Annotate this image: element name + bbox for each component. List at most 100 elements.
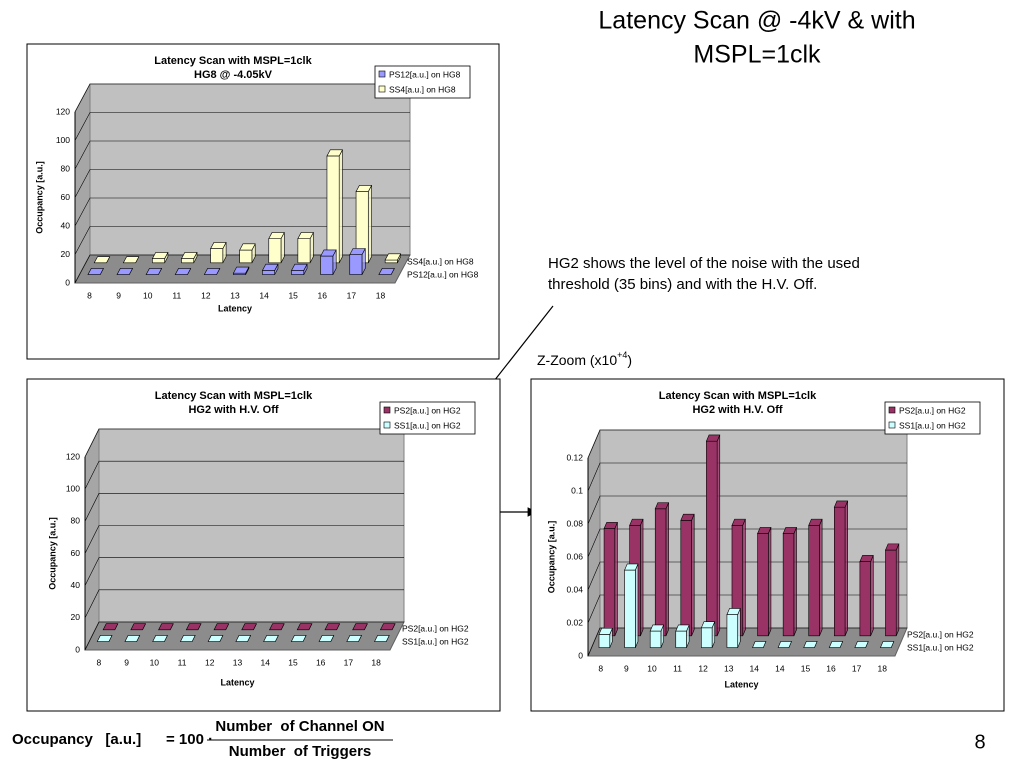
x-tick-label: 12 [698,663,708,673]
x-tick-label: 13 [230,290,240,300]
y-tick-label: 0.06 [566,551,583,561]
y-tick-label: 20 [61,249,71,259]
formula-lhs: Occupancy [a.u.] [12,731,141,748]
bar-side [691,514,695,636]
grid-line [74,226,410,255]
bar-top [181,252,198,259]
x-tick-label: 8 [598,663,603,673]
y-tick-label: 120 [66,451,80,461]
x-tick-label: 8 [96,657,101,667]
x-axis-label: Latency [724,679,758,689]
bar-top [232,266,250,274]
bar-top [291,263,308,271]
x-tick-label: 8 [87,290,92,300]
bar-top [675,624,690,632]
chart-title: Latency Scan with MSPL=1clk [155,390,313,402]
x-tick-label: 15 [801,663,811,673]
bar-top [757,527,772,534]
legend-swatch [378,85,386,93]
bar [297,238,311,264]
legend-swatch [378,70,386,78]
series-floor-label: PS2[a.u.] on HG2 [907,629,974,639]
zoom-sup: +4 [617,350,627,360]
bar-top [151,252,169,259]
y-axis-label: Occupancy [a.u.] [34,161,44,234]
bar-side [716,434,721,636]
bar-top [174,268,192,275]
bar [603,528,616,637]
bar-top [116,268,134,275]
zoom-label: Z-Zoom (x10+4) [537,350,632,367]
x-axis-label: Latency [218,303,252,313]
bar [808,524,820,637]
y-tick-label: 120 [56,106,70,116]
x-tick-label: 17 [852,663,862,673]
bar-top [598,627,613,635]
bar-top [384,253,402,261]
bar-top [879,641,895,648]
x-tick-label: 18 [877,663,887,673]
x-axis-label: Latency [220,677,254,687]
legend-swatch [383,421,391,429]
bar [680,520,692,637]
legend-box [379,401,476,435]
y-tick-label: 80 [61,163,71,173]
bar-top [859,555,874,562]
x-tick-label: 9 [116,290,121,300]
x-tick-label: 16 [826,663,836,673]
bar-top [239,243,256,251]
bar-top [378,268,395,275]
bar [706,440,718,637]
legend-label: SS1[a.u.] on HG2 [394,420,461,430]
bar [152,258,165,264]
bar-top [705,434,721,442]
bar [598,634,611,648]
y-tick-label: 0.12 [566,452,583,462]
bar [757,533,769,637]
series-floor-label: SS1[a.u.] on HG2 [907,642,974,652]
bar-top [603,522,618,529]
x-tick-label: 14 [260,657,270,667]
bar-side [665,502,669,636]
bar-top [355,185,373,192]
zoom-text: Z-Zoom (x10 [537,352,617,368]
y-tick-label: 80 [71,516,81,526]
x-tick-label: 15 [288,290,298,300]
bar-top [130,623,147,631]
chart-subtitle: HG2 with H.V. Off [188,404,278,416]
bar [782,533,795,637]
grid-line [74,112,410,141]
grid-line [74,169,410,198]
bar-top [885,543,900,551]
bar [624,569,636,648]
bar-top [268,623,285,631]
bar-side [635,563,639,648]
bar-top [782,527,797,534]
chart-title: Latency Scan with MSPL=1clk [659,390,817,402]
series-floor-label: SS1[a.u.] on HG2 [402,636,469,646]
legend-label: PS12[a.u.] on HG8 [389,69,461,79]
bar-top [96,635,113,642]
grid-line [587,528,907,558]
bar-top [87,268,104,275]
y-tick-label: 0.04 [566,584,583,594]
bar-top [207,635,224,642]
grid-line [84,557,404,586]
bar-top [145,268,163,275]
bar-side [367,185,372,263]
bar-top [700,621,716,629]
x-tick-label: 10 [150,657,160,667]
legend-swatch [888,421,896,429]
bar-top [629,518,644,526]
bar-top [833,500,849,508]
bar-top [808,518,823,526]
x-tick-label: 17 [347,290,357,300]
legend-label: SS4[a.u.] on HG8 [389,84,456,94]
bar-side [640,519,644,636]
y-tick-label: 100 [56,135,70,145]
x-tick-label: 10 [143,290,153,300]
bar-side [742,519,746,636]
bar-side [819,519,823,636]
x-tick-label: 10 [647,663,657,673]
x-tick-label: 14 [775,663,785,673]
